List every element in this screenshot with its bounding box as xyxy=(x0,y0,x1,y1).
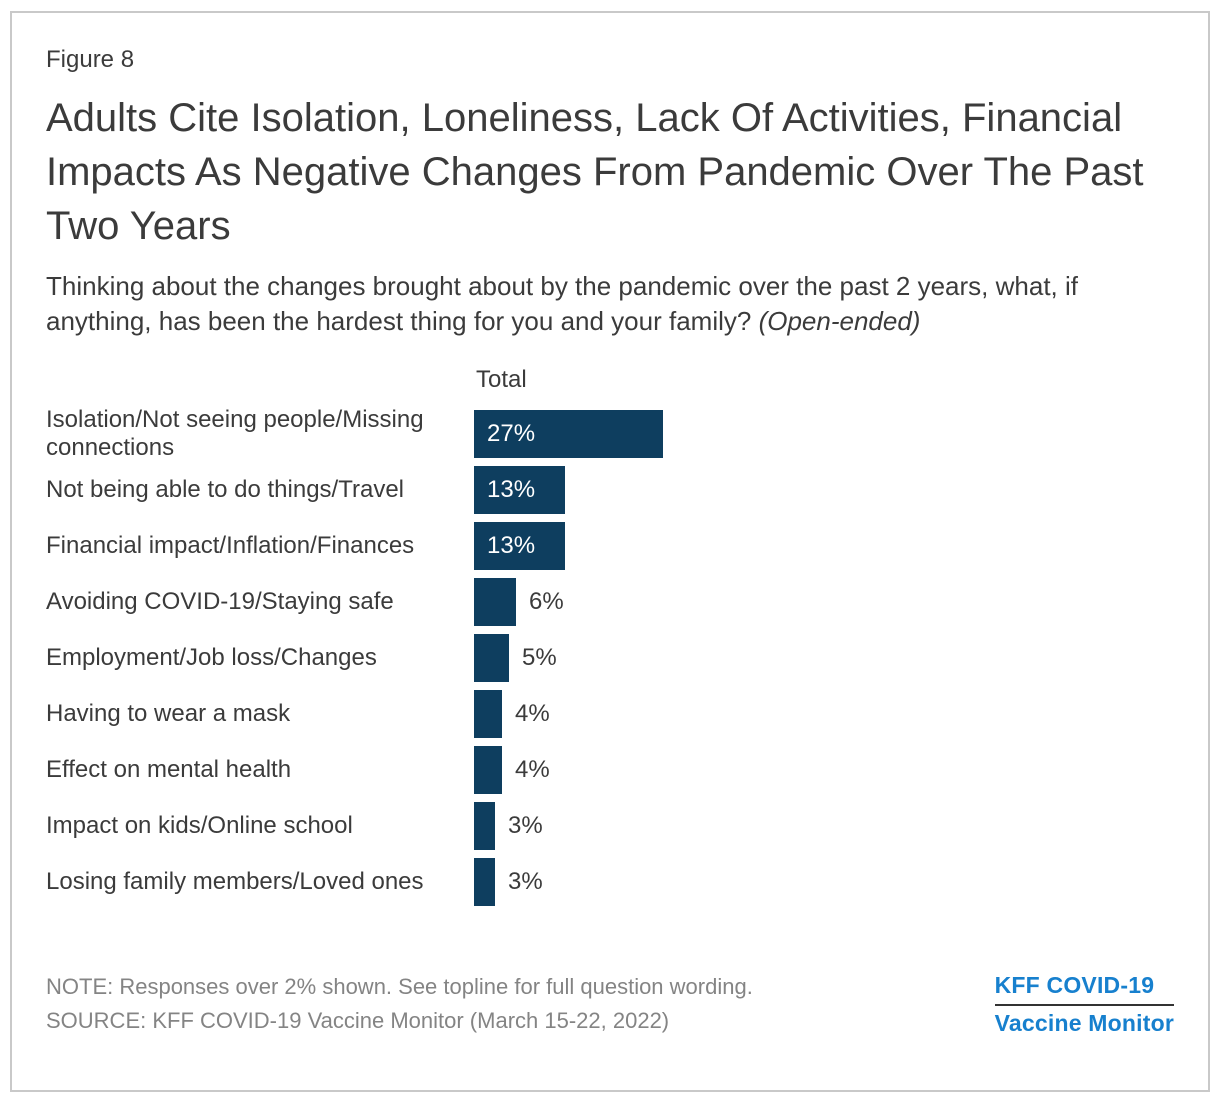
bar: 13% xyxy=(474,466,565,514)
bar-value: 3% xyxy=(508,868,543,895)
category-label: Impact on kids/Online school xyxy=(46,812,353,839)
bar xyxy=(474,690,502,738)
bar-area: 27% xyxy=(474,410,663,458)
bar-area: 5% xyxy=(474,634,557,682)
logo-line1: KFF COVID-19 xyxy=(994,972,1174,1006)
bar xyxy=(474,634,509,682)
figure-footer: NOTE: Responses over 2% shown. See topli… xyxy=(46,970,1174,1038)
bar-area: 13% xyxy=(474,466,565,514)
bar xyxy=(474,746,502,794)
bar-value: 3% xyxy=(508,812,543,839)
figure-label: Figure 8 xyxy=(46,46,135,73)
source-text: SOURCE: KFF COVID-19 Vaccine Monitor (Ma… xyxy=(46,1008,670,1033)
bar-area: 4% xyxy=(474,746,550,794)
bar: 13% xyxy=(474,522,565,570)
bar-value: 13% xyxy=(487,476,536,503)
chart-row: Effect on mental health 4% xyxy=(46,742,1174,798)
bar-chart: Total Isolation/Not seeing people/Missin… xyxy=(46,365,1174,910)
bar-value: 5% xyxy=(522,644,557,671)
chart-row: Financial impact/Inflation/Finances 13% xyxy=(46,518,1174,574)
category-label: Isolation/Not seeing people/Missing conn… xyxy=(46,406,424,461)
subtitle-open-ended-note: (Open-ended) xyxy=(758,306,921,336)
category-label: Financial impact/Inflation/Finances xyxy=(46,532,415,559)
chart-row: Impact on kids/Online school 3% xyxy=(46,798,1174,854)
bar xyxy=(474,802,495,850)
figure-card: Figure 8 Adults Cite Isolation, Loneline… xyxy=(10,11,1210,1092)
kff-vaccine-monitor-logo: KFF COVID-19 Vaccine Monitor xyxy=(994,972,1174,1037)
bar xyxy=(474,578,516,626)
bar-value: 6% xyxy=(529,588,564,615)
bar-area: 3% xyxy=(474,802,543,850)
page-title: Adults Cite Isolation, Loneliness, Lack … xyxy=(46,96,1144,248)
chart-row: Avoiding COVID-19/Staying safe 6% xyxy=(46,574,1174,630)
bar-value: 13% xyxy=(487,532,536,559)
subtitle: Thinking about the changes brought about… xyxy=(46,269,1174,339)
logo-line2: Vaccine Monitor xyxy=(994,1010,1174,1036)
subtitle-question: Thinking about the changes brought about… xyxy=(46,271,1078,336)
bar-value: 4% xyxy=(515,756,550,783)
chart-rows: Isolation/Not seeing people/Missing conn… xyxy=(46,406,1174,910)
footer-notes: NOTE: Responses over 2% shown. See topli… xyxy=(46,970,753,1038)
bar-area: 6% xyxy=(474,578,564,626)
bar-area: 13% xyxy=(474,522,565,570)
note-text: NOTE: Responses over 2% shown. See topli… xyxy=(46,974,753,999)
category-label: Having to wear a mask xyxy=(46,700,291,727)
chart-row: Having to wear a mask 4% xyxy=(46,686,1174,742)
bar xyxy=(474,858,495,906)
bar-area: 3% xyxy=(474,858,543,906)
category-label: Effect on mental health xyxy=(46,756,292,783)
bar-area: 4% xyxy=(474,690,550,738)
category-label: Not being able to do things/Travel xyxy=(46,476,404,503)
column-header: Total xyxy=(476,366,527,393)
chart-row: Not being able to do things/Travel 13% xyxy=(46,462,1174,518)
bar-value: 4% xyxy=(515,700,550,727)
chart-row: Isolation/Not seeing people/Missing conn… xyxy=(46,406,1174,462)
category-label: Employment/Job loss/Changes xyxy=(46,644,377,671)
category-label: Avoiding COVID-19/Staying safe xyxy=(46,588,394,615)
bar: 27% xyxy=(474,410,663,458)
bar-value: 27% xyxy=(487,420,536,447)
chart-row: Employment/Job loss/Changes 5% xyxy=(46,630,1174,686)
category-label: Losing family members/Loved ones xyxy=(46,868,424,895)
chart-row: Losing family members/Loved ones 3% xyxy=(46,854,1174,910)
